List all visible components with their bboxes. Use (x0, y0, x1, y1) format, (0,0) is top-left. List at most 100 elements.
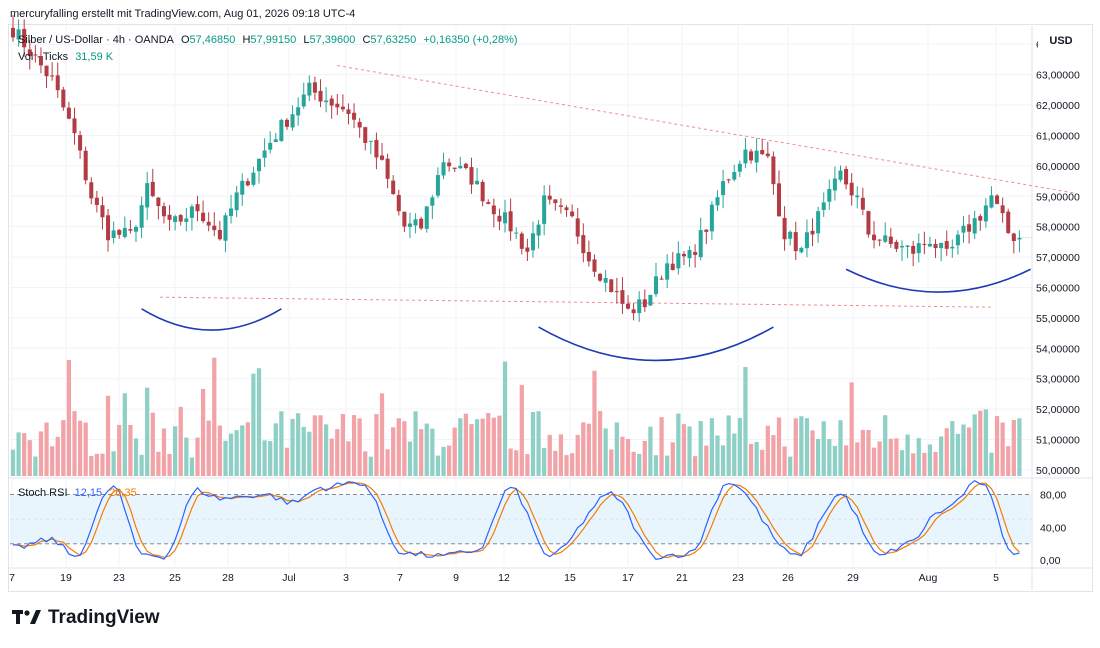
candle[interactable] (55, 75, 60, 91)
candle[interactable] (799, 247, 804, 253)
candle[interactable] (788, 231, 793, 239)
candle[interactable] (402, 211, 407, 227)
candle[interactable] (872, 234, 877, 241)
candle[interactable] (514, 232, 519, 234)
candle[interactable] (698, 230, 703, 258)
candle[interactable] (732, 172, 737, 180)
candle[interactable] (447, 162, 452, 167)
candle[interactable] (94, 197, 99, 205)
volume-label[interactable]: Vol · Ticks (18, 51, 69, 63)
candle[interactable] (256, 158, 262, 172)
candle[interactable] (1017, 237, 1022, 240)
candle[interactable] (547, 195, 552, 200)
candle[interactable] (530, 233, 535, 251)
candle[interactable] (704, 229, 709, 232)
candle[interactable] (536, 224, 541, 236)
candle[interactable] (581, 235, 586, 254)
candle[interactable] (296, 107, 301, 116)
candle[interactable] (50, 75, 55, 77)
candle[interactable] (972, 218, 977, 234)
candle[interactable] (983, 205, 988, 222)
candle[interactable] (27, 49, 32, 57)
candle[interactable] (955, 234, 960, 246)
candle[interactable] (312, 82, 317, 93)
candle[interactable] (223, 215, 228, 241)
candle[interactable] (598, 273, 603, 281)
stoch-label[interactable]: Stoch RSI (18, 487, 68, 499)
candle[interactable] (100, 205, 105, 218)
candle[interactable] (486, 202, 491, 204)
candle[interactable] (927, 243, 932, 247)
candle[interactable] (380, 155, 385, 160)
candle[interactable] (967, 224, 972, 232)
candle[interactable] (804, 232, 809, 249)
currency-button[interactable]: USD (1038, 30, 1084, 52)
candle[interactable] (894, 241, 899, 249)
candle[interactable] (933, 243, 938, 249)
candle[interactable] (240, 180, 245, 195)
candle[interactable] (939, 242, 944, 249)
candle[interactable] (178, 215, 183, 222)
candle[interactable] (922, 243, 927, 245)
candle[interactable] (284, 119, 289, 127)
candle[interactable] (743, 149, 748, 164)
candle[interactable] (22, 28, 27, 48)
candle[interactable] (570, 211, 575, 217)
candle[interactable] (268, 142, 273, 150)
candle[interactable] (368, 140, 373, 142)
candle[interactable] (475, 180, 480, 185)
candle[interactable] (519, 233, 524, 249)
candle[interactable] (877, 239, 882, 241)
candle[interactable] (385, 158, 390, 179)
candle[interactable] (497, 215, 502, 222)
candle[interactable] (301, 94, 306, 107)
candle[interactable] (122, 227, 127, 237)
candle[interactable] (687, 250, 692, 259)
candle[interactable] (133, 226, 139, 232)
candle[interactable] (827, 189, 832, 202)
candle[interactable] (558, 205, 563, 207)
candle[interactable] (145, 183, 150, 208)
candle[interactable] (553, 199, 558, 204)
candle[interactable] (463, 163, 468, 169)
candle[interactable] (391, 180, 396, 195)
candle[interactable] (542, 195, 547, 224)
candle[interactable] (78, 135, 83, 151)
candle[interactable] (564, 207, 569, 211)
candle[interactable] (1011, 233, 1016, 242)
candle[interactable] (771, 156, 776, 185)
candle[interactable] (195, 204, 200, 212)
candle[interactable] (251, 172, 256, 185)
rounding-bottom-arc[interactable] (538, 326, 774, 362)
candle[interactable] (592, 259, 597, 272)
candle[interactable] (139, 205, 144, 228)
candle[interactable] (217, 229, 222, 240)
candle[interactable] (441, 162, 446, 176)
candle[interactable] (676, 253, 681, 269)
candle[interactable] (670, 263, 675, 270)
candle[interactable] (793, 232, 798, 252)
candle[interactable] (508, 211, 513, 232)
candle[interactable] (911, 245, 916, 254)
candle[interactable] (273, 139, 278, 143)
candle[interactable] (352, 112, 357, 120)
candle[interactable] (575, 218, 580, 237)
candle[interactable] (38, 56, 43, 66)
candle[interactable] (117, 229, 122, 235)
candle[interactable] (905, 245, 910, 247)
candle[interactable] (866, 211, 871, 235)
candle[interactable] (609, 279, 614, 292)
candle[interactable] (167, 214, 172, 220)
candle[interactable] (173, 216, 178, 223)
candle[interactable] (491, 205, 496, 215)
candle[interactable] (156, 197, 161, 207)
candle[interactable] (810, 230, 815, 235)
candle[interactable] (201, 212, 206, 222)
candle[interactable] (452, 167, 457, 169)
candle[interactable] (760, 150, 765, 155)
candle[interactable] (340, 106, 345, 110)
candle[interactable] (396, 194, 401, 212)
candle[interactable] (229, 208, 234, 217)
candle[interactable] (318, 90, 323, 102)
candle[interactable] (419, 218, 424, 229)
